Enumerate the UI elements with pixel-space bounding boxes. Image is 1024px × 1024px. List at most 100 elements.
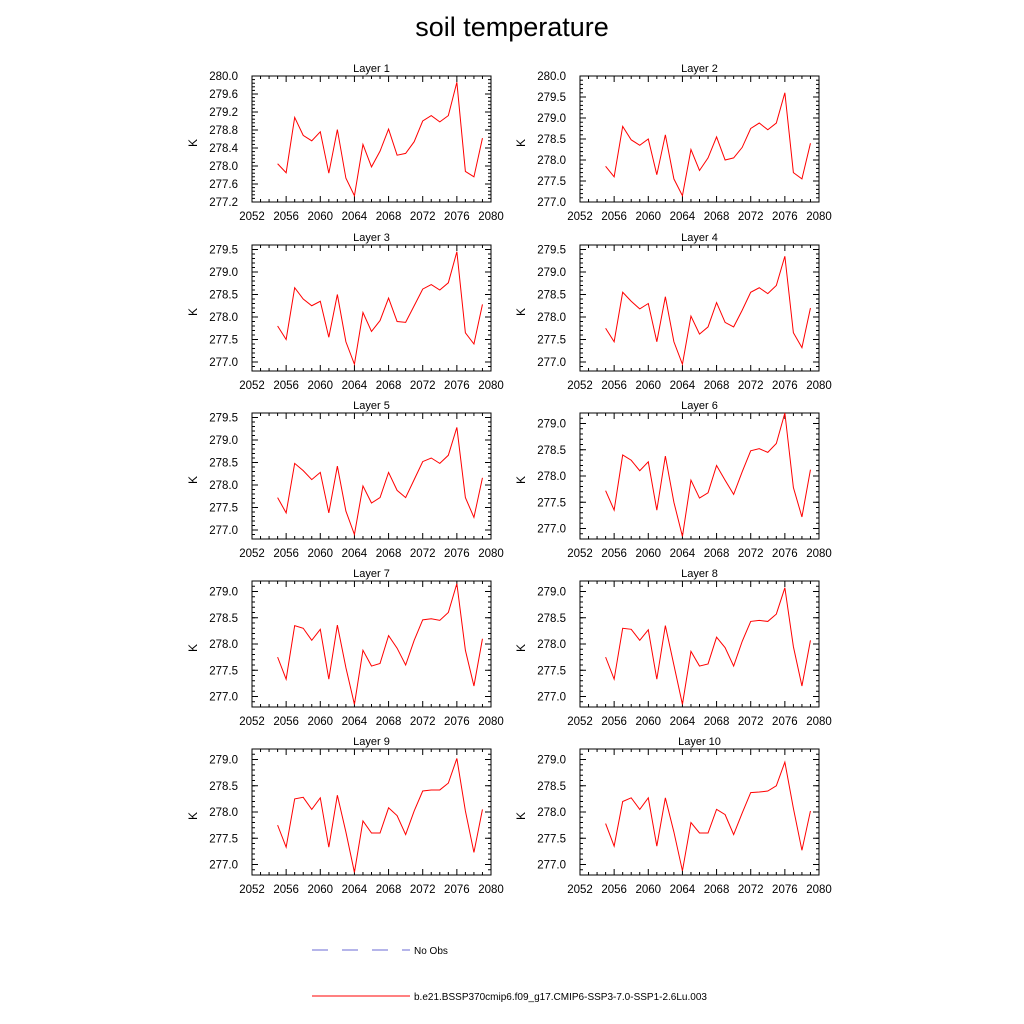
- series-line: [605, 760, 811, 871]
- x-tick-label: 2056: [601, 884, 627, 896]
- x-tick-label: 2056: [273, 884, 299, 896]
- x-tick-label: 2064: [670, 716, 696, 728]
- x-tick-label: 2060: [307, 548, 333, 560]
- x-tick-label: 2060: [635, 716, 661, 728]
- series-line: [277, 251, 483, 367]
- x-tick-label: 2056: [601, 211, 627, 223]
- x-tick-label: 2072: [410, 211, 436, 223]
- x-tick-label: 2068: [704, 884, 730, 896]
- x-tick-label: 2068: [704, 211, 730, 223]
- x-tick-label: 2052: [239, 548, 265, 560]
- y-tick-label: 277.6: [209, 179, 238, 191]
- panel-title: Layer 2: [681, 63, 718, 75]
- series-line: [277, 583, 483, 705]
- y-tick-label: 280.0: [209, 71, 238, 83]
- y-tick-label: 277.0: [537, 524, 566, 536]
- y-tick-label: 279.0: [209, 267, 238, 279]
- panel-layer-4: Layer 4 K 2052 2056 2060 2064 2068 2072 2076 2080…: [514, 232, 832, 392]
- panel-layer-5: Layer 5 K 2052 2056 2060 2064 2068 2072 2076 2080…: [186, 400, 504, 560]
- y-tick-label: 279.0: [209, 435, 238, 447]
- x-tick-label: 2056: [601, 548, 627, 560]
- plot-frame: [251, 244, 492, 372]
- legend: No Obs b.e21.BSSP370cmip6.f09_g17.CMIP6-S…: [312, 946, 707, 1003]
- y-tick-label: 278.5: [209, 613, 238, 625]
- x-tick-label: 2076: [772, 548, 798, 560]
- x-tick-label: 2060: [307, 380, 333, 392]
- plot-frame: [251, 580, 492, 708]
- x-tick-label: 2052: [567, 380, 593, 392]
- y-tick-label: 278.5: [537, 290, 566, 302]
- x-tick-label: 2052: [567, 211, 593, 223]
- x-tick-label: 2080: [478, 884, 504, 896]
- x-tick-label: 2068: [704, 380, 730, 392]
- y-tick-label: 277.5: [209, 665, 238, 677]
- y-tick-label: 277.0: [209, 860, 238, 872]
- y-tick-label: 277.5: [537, 335, 566, 347]
- plot-frame: [251, 748, 492, 876]
- x-tick-label: 2076: [444, 211, 470, 223]
- x-tick-label: 2056: [273, 380, 299, 392]
- y-axis-label: K: [186, 812, 200, 820]
- y-tick-label: 278.0: [209, 807, 238, 819]
- y-tick-label: 278.5: [537, 134, 566, 146]
- x-tick-label: 2068: [376, 380, 402, 392]
- x-tick-label: 2072: [410, 548, 436, 560]
- y-axis-label: K: [514, 644, 528, 652]
- series-line: [277, 758, 483, 873]
- panel-layer-1: Layer 1 K 2052 2056 2060 2064 2068 2072 2076 2080…: [186, 63, 504, 223]
- x-tick-label: 2060: [635, 380, 661, 392]
- x-tick-label: 2072: [738, 716, 764, 728]
- x-tick-label: 2060: [635, 548, 661, 560]
- panel-layer-3: Layer 3 K 2052 2056 2060 2064 2068 2072 2076 2080…: [186, 232, 504, 392]
- x-tick-label: 2060: [635, 884, 661, 896]
- x-tick-label: 2056: [273, 211, 299, 223]
- y-tick-label: 278.5: [209, 781, 238, 793]
- y-tick-label: 278.0: [537, 471, 566, 483]
- x-tick-label: 2064: [670, 380, 696, 392]
- y-tick-label: 278.8: [209, 125, 238, 137]
- x-tick-label: 2064: [670, 884, 696, 896]
- x-tick-label: 2072: [410, 380, 436, 392]
- x-tick-label: 2072: [738, 884, 764, 896]
- y-tick-label: 277.0: [537, 197, 566, 209]
- y-tick-label: 278.5: [537, 613, 566, 625]
- x-tick-label: 2056: [273, 716, 299, 728]
- y-tick-label: 277.5: [537, 665, 566, 677]
- y-tick-label: 277.2: [209, 197, 238, 209]
- x-tick-label: 2052: [567, 716, 593, 728]
- x-tick-label: 2052: [567, 548, 593, 560]
- panel-layer-7: Layer 7 K 2052 2056 2060 2064 2068 2072 2076 2080…: [186, 568, 504, 728]
- plot-frame: [251, 75, 492, 203]
- panel-title: Layer 9: [353, 736, 390, 748]
- x-tick-label: 2052: [239, 380, 265, 392]
- x-tick-label: 2064: [342, 548, 368, 560]
- y-tick-label: 277.5: [209, 335, 238, 347]
- y-tick-label: 278.0: [209, 639, 238, 651]
- x-tick-label: 2064: [342, 211, 368, 223]
- y-tick-label: 278.0: [537, 312, 566, 324]
- y-tick-label: 279.0: [537, 755, 566, 767]
- x-tick-label: 2080: [478, 548, 504, 560]
- y-tick-label: 279.0: [537, 267, 566, 279]
- panel-title: Layer 3: [353, 232, 390, 244]
- y-tick-label: 278.0: [209, 312, 238, 324]
- y-tick-label: 277.5: [537, 497, 566, 509]
- x-tick-label: 2052: [567, 884, 593, 896]
- x-tick-label: 2076: [444, 548, 470, 560]
- y-tick-label: 279.5: [209, 245, 238, 257]
- x-tick-label: 2080: [478, 380, 504, 392]
- panel-title: Layer 7: [353, 568, 390, 580]
- x-tick-label: 2064: [342, 716, 368, 728]
- y-tick-label: 277.5: [209, 503, 238, 515]
- y-axis-label: K: [186, 644, 200, 652]
- x-tick-label: 2080: [806, 380, 832, 392]
- y-tick-label: 277.0: [209, 525, 238, 537]
- x-tick-label: 2060: [635, 211, 661, 223]
- y-tick-label: 278.5: [209, 290, 238, 302]
- y-tick-label: 279.0: [537, 113, 566, 125]
- x-tick-label: 2080: [806, 211, 832, 223]
- y-axis-label: K: [514, 308, 528, 316]
- x-tick-label: 2052: [239, 211, 265, 223]
- y-axis-label: K: [186, 476, 200, 484]
- x-tick-label: 2076: [772, 716, 798, 728]
